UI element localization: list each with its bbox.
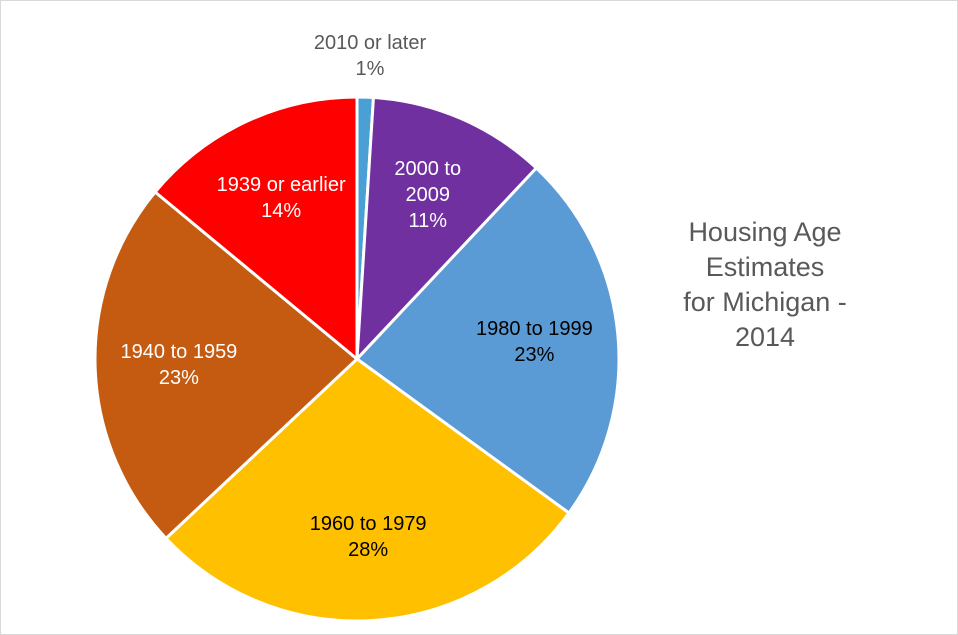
chart-title: Housing Age Estimates for Michigan - 201…	[683, 217, 847, 353]
data-label-value: 23%	[514, 344, 555, 367]
data-label-category: 2000 to 2009	[394, 158, 462, 207]
data-label-category: 1939 or earlier	[216, 173, 346, 196]
data-label: 2010 or later 1%	[290, 30, 450, 82]
pie-slice	[164, 357, 571, 623]
pie-slice	[355, 166, 621, 515]
data-label: 1960 to 1979 28%	[288, 511, 448, 563]
pie-slice	[153, 95, 359, 361]
data-label-category: 2010 or later	[313, 32, 427, 54]
data-label-category: 1940 to 1959	[120, 340, 238, 363]
data-label-value: 23%	[158, 366, 199, 389]
data-label-value: 11%	[408, 210, 448, 233]
data-label-category: 1980 to 1999	[475, 318, 593, 341]
data-label: 1980 to 1999 23%	[454, 316, 614, 368]
data-label-category: 1960 to 1979	[309, 512, 427, 535]
data-label: 1939 or earlier 14%	[201, 172, 361, 224]
data-label-value: 1%	[355, 58, 385, 80]
pie-slice	[355, 96, 538, 361]
data-label: 1940 to 1959 23%	[99, 339, 259, 391]
data-label: 2000 to 2009 11%	[380, 156, 475, 234]
data-label-value: 14%	[261, 199, 302, 222]
pie-slice	[93, 190, 359, 540]
data-label-value: 28%	[348, 538, 389, 561]
